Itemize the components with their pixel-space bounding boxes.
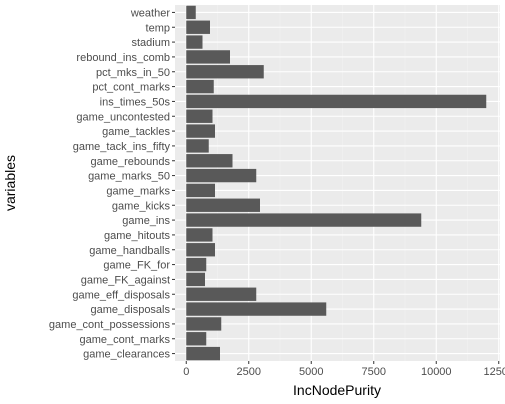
bar-game_eff_disposals <box>186 287 257 301</box>
bar-game_clearances <box>186 346 220 361</box>
y-tick-label: game_cont_possessions <box>49 319 171 331</box>
y-tick-label: game_kicks <box>112 200 171 212</box>
y-tick-label: game_eff_disposals <box>72 289 170 301</box>
bar-game_marks <box>186 183 215 198</box>
bar-game_hitouts <box>186 228 213 242</box>
y-tick-label: weather <box>130 7 170 19</box>
bars <box>186 5 487 361</box>
plot-panel <box>175 5 500 361</box>
x-axis-title: IncNodePurity <box>293 382 381 398</box>
bar-game_FK_for <box>186 257 207 272</box>
y-axis-ticks: weather temp stadium rebound_ins_comb pct_mk… <box>49 7 175 361</box>
bar-game_tack_ins_fifty <box>186 139 209 153</box>
y-tick-label: rebound_ins_comb <box>76 52 170 64</box>
y-tick-label: game_rebounds <box>90 156 170 168</box>
x-tick-label: 2500 <box>237 366 261 378</box>
grid-lines <box>175 5 500 361</box>
y-tick-label: temp <box>146 22 170 34</box>
y-tick-label: game_FK_against <box>81 274 170 286</box>
bar-game_cont_marks <box>186 332 207 346</box>
y-axis-title: variables <box>2 155 18 211</box>
y-tick-label: game_uncontested <box>76 111 170 123</box>
bar-game_FK_against <box>186 272 205 287</box>
bar-game_ins <box>186 213 422 227</box>
y-tick-label: game_tackles <box>102 126 170 138</box>
bar-temp <box>186 20 210 34</box>
y-tick-label: game_clearances <box>83 349 170 361</box>
y-tick-label: game_marks_50 <box>88 171 170 183</box>
bar-game_kicks <box>186 198 260 212</box>
y-tick-label: game_hitouts <box>104 230 171 242</box>
bar-game_handballs <box>186 243 215 257</box>
y-tick-label: game_FK_for <box>103 260 170 272</box>
x-tick-label: 0 <box>183 366 189 378</box>
bar-weather <box>186 5 196 20</box>
x-axis-ticks: 0 2500 5000 7500 10000 12500 <box>183 361 505 378</box>
bar-game_rebounds <box>186 154 233 168</box>
y-tick-label: ins_times_50s <box>100 96 171 108</box>
y-tick-label: game_marks <box>106 185 170 197</box>
bar-stadium <box>186 35 203 49</box>
bar-game_marks_50 <box>186 168 257 183</box>
x-tick-label: 5000 <box>299 366 323 378</box>
x-tick-label: 7500 <box>362 366 386 378</box>
bar-game_disposals <box>186 302 327 316</box>
x-tick-label: 10000 <box>421 366 452 378</box>
y-tick-label: pct_cont_marks <box>92 82 170 94</box>
y-tick-label: stadium <box>131 37 170 49</box>
bar-game_cont_possessions <box>186 317 222 331</box>
y-tick-label: pct_mks_in_50 <box>96 67 170 79</box>
bar-game_uncontested <box>186 109 213 123</box>
bar-pct_mks_in_50 <box>186 65 264 79</box>
bar-rebound_ins_comb <box>186 50 230 64</box>
bar-pct_cont_marks <box>186 79 214 94</box>
y-tick-label: game_disposals <box>91 304 171 316</box>
x-tick-label: 12500 <box>483 366 505 378</box>
y-tick-label: game_handballs <box>89 245 170 257</box>
y-tick-label: game_tack_ins_fifty <box>73 141 171 153</box>
y-tick-label: game_cont_marks <box>80 334 171 346</box>
y-tick-label: game_ins <box>122 215 170 227</box>
bar-game_tackles <box>186 124 215 138</box>
bar-ins_times_50s <box>186 94 487 109</box>
